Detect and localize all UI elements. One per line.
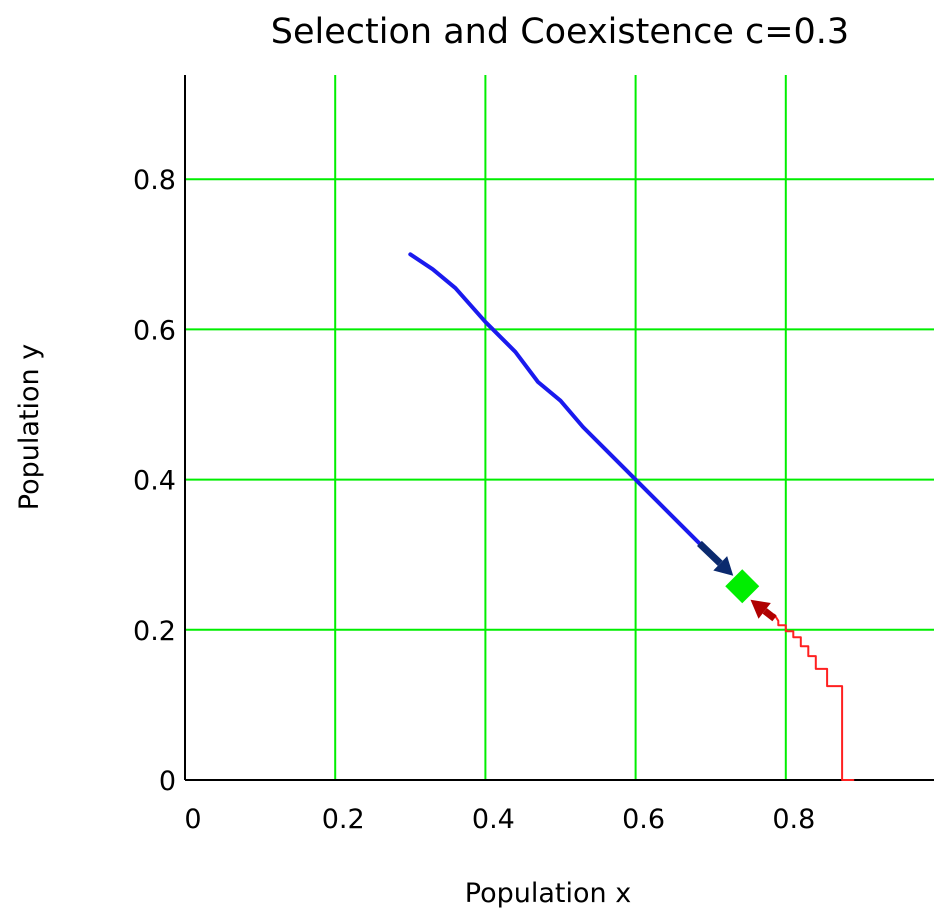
x-tick-label: 0.2 [322,804,365,835]
plot-area [185,75,934,780]
direction-arrow-shaft [697,540,723,566]
y-tick-label: 0.6 [133,315,176,346]
annotation-layer [697,540,777,622]
x-tick-label: 0 [184,804,201,835]
direction-arrow-head [713,556,734,576]
grid [185,75,934,780]
y-tick-label: 0.4 [133,466,176,497]
y-tick-label: 0.8 [133,165,176,196]
series-trajectory-1 [408,252,721,565]
x-axis-label: Population x [465,878,631,909]
x-tick-label: 0.8 [772,804,815,835]
y-tick-label: 0.2 [133,616,176,647]
direction-arrow-head [750,599,771,619]
series-layer [408,252,855,781]
y-axis-label: Population y [14,344,45,510]
chart-title: Selection and Coexistence c=0.3 [271,12,849,52]
x-tick-label: 0.6 [622,804,665,835]
equilibrium-marker [725,569,760,604]
y-tick-label: 0 [159,766,176,797]
x-tick-label: 0.4 [472,804,515,835]
tick-labels: 0 0.2 0.4 0.6 0.8 0 0.2 0.4 0.6 0.8 [133,165,815,835]
direction-arrow-shaft [762,608,777,622]
axes [184,75,934,781]
series-trajectory-2 [773,613,855,781]
